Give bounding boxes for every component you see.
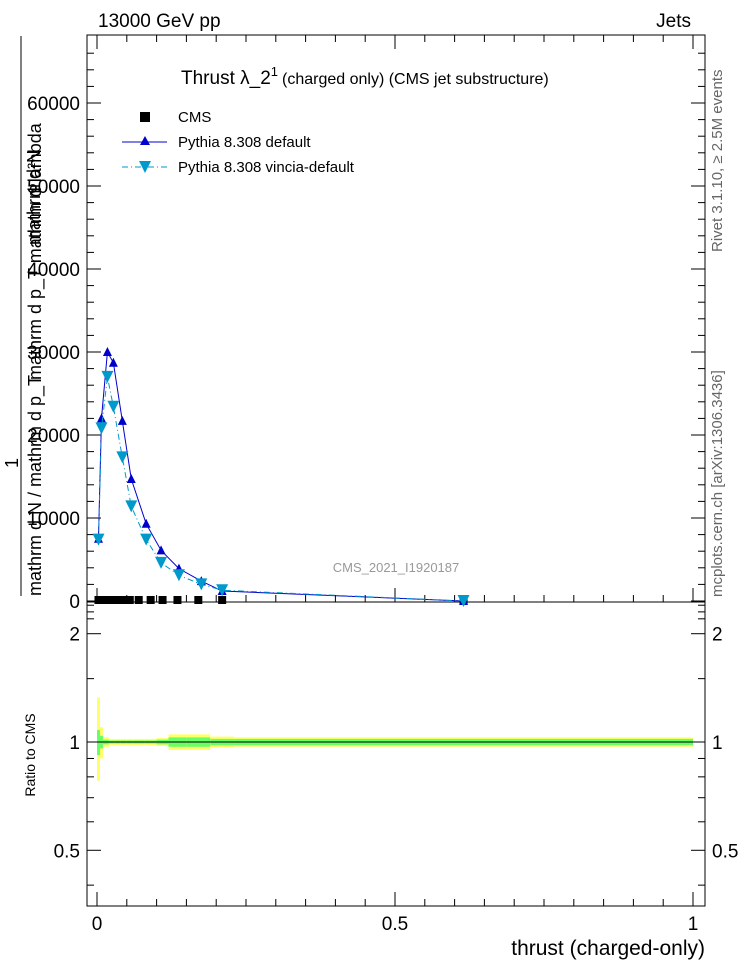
y-tick-label: 50000 bbox=[27, 177, 80, 198]
analysis-watermark: CMS_2021_I1920187 bbox=[333, 560, 460, 575]
vincia-marker bbox=[116, 451, 129, 464]
x-tick-label: 0 bbox=[92, 914, 103, 935]
default-marker bbox=[108, 357, 118, 367]
legend-label-cms: CMS bbox=[178, 109, 211, 126]
vincia-marker bbox=[101, 370, 114, 383]
cms-data-point bbox=[134, 596, 143, 604]
vincia-marker bbox=[92, 533, 105, 546]
vincia-marker bbox=[457, 595, 470, 607]
legend-marker-vincia bbox=[139, 161, 151, 173]
vincia-marker bbox=[140, 533, 153, 546]
ratio-frame bbox=[86, 601, 706, 907]
y-tick-label: 20000 bbox=[27, 426, 80, 447]
cms-data-point bbox=[158, 596, 167, 604]
ratio-tick-label-right: 0.5 bbox=[712, 841, 738, 862]
cms-data-point bbox=[194, 596, 203, 604]
x-tick-label: 0.5 bbox=[382, 914, 408, 935]
cms-data-point bbox=[146, 596, 155, 604]
vincia-marker bbox=[216, 584, 229, 597]
default-marker bbox=[96, 413, 106, 423]
vincia-marker bbox=[95, 422, 108, 435]
y-label-denominator: mathrm d p_T mathrm d lambda bbox=[25, 122, 46, 380]
x-axis-label: thrust (charged-only) bbox=[511, 937, 705, 960]
series-layer bbox=[92, 347, 470, 607]
vincia-marker bbox=[172, 569, 185, 582]
ratio-axis-ticks: 0.5 0.5 1 1 2 2 bbox=[54, 604, 738, 886]
default-marker bbox=[141, 518, 151, 528]
y-label-numerator: mathrm d²N bbox=[24, 150, 44, 245]
ratio-tick-label: 1 bbox=[69, 733, 80, 754]
default-marker bbox=[117, 415, 127, 425]
jets-label: Jets bbox=[656, 11, 691, 32]
cms-data-point bbox=[125, 596, 134, 604]
y-axis-label: 1 mathrm d²N mathrm d N / mathrm d p_T m… bbox=[2, 36, 46, 596]
cms-data-point bbox=[173, 596, 182, 604]
ratio-bands bbox=[97, 697, 693, 781]
default-marker bbox=[126, 473, 136, 483]
series-line-vincia bbox=[97, 376, 464, 602]
y-tick-label: 60000 bbox=[27, 94, 80, 115]
legend-label-vincia: Pythia 8.308 vincia-default bbox=[178, 159, 355, 176]
cms-data-point bbox=[218, 596, 227, 604]
x-tick-label: 1 bbox=[688, 914, 699, 935]
energy-label: 13000 GeV pp bbox=[98, 11, 221, 32]
rivet-label: Rivet 3.1.10, ≥ 2.5M events bbox=[709, 70, 726, 253]
ratio-band-inner bbox=[97, 729, 100, 756]
vincia-marker bbox=[107, 400, 120, 413]
ratio-y-label: Ratio to CMS bbox=[22, 713, 38, 796]
ratio-tick-label: 2 bbox=[69, 625, 80, 646]
y-label-prefix-num: 1 bbox=[2, 458, 22, 468]
ratio-tick-label-right: 2 bbox=[712, 625, 723, 646]
y-tick-label: 40000 bbox=[27, 260, 80, 281]
legend-label-default: Pythia 8.308 default bbox=[178, 134, 311, 151]
vincia-marker bbox=[195, 578, 208, 591]
legend-marker-default bbox=[140, 136, 150, 145]
ratio-tick-label: 0.5 bbox=[54, 841, 80, 862]
cms-data-point bbox=[113, 596, 122, 604]
main-axis-ticks: 0 10000 20000 30000 40000 50000 60000 0 0.5 1 bbox=[27, 35, 705, 935]
y-tick-label: 0 bbox=[69, 592, 80, 613]
y-label-prefix-den: mathrm d N / mathrm d p_T bbox=[25, 375, 46, 596]
y-tick-label: 30000 bbox=[27, 343, 80, 364]
legend: CMS Pythia 8.308 default Pythia 8.308 vi… bbox=[122, 109, 355, 176]
plot-title: Thrust λ_21 (charged only) (CMS jet subst… bbox=[181, 64, 549, 89]
cms-data-point bbox=[109, 596, 118, 604]
cms-data-point bbox=[119, 596, 128, 604]
legend-marker-cms bbox=[140, 112, 150, 122]
ratio-tick-label-right: 1 bbox=[712, 733, 723, 754]
default-marker bbox=[156, 545, 166, 555]
vincia-marker bbox=[155, 556, 168, 569]
mcplots-label: mcplots.cern.ch [arXiv:1306.3436] bbox=[709, 370, 726, 597]
y-tick-label: 10000 bbox=[27, 509, 80, 530]
vincia-marker bbox=[125, 500, 138, 513]
default-marker bbox=[102, 347, 112, 356]
